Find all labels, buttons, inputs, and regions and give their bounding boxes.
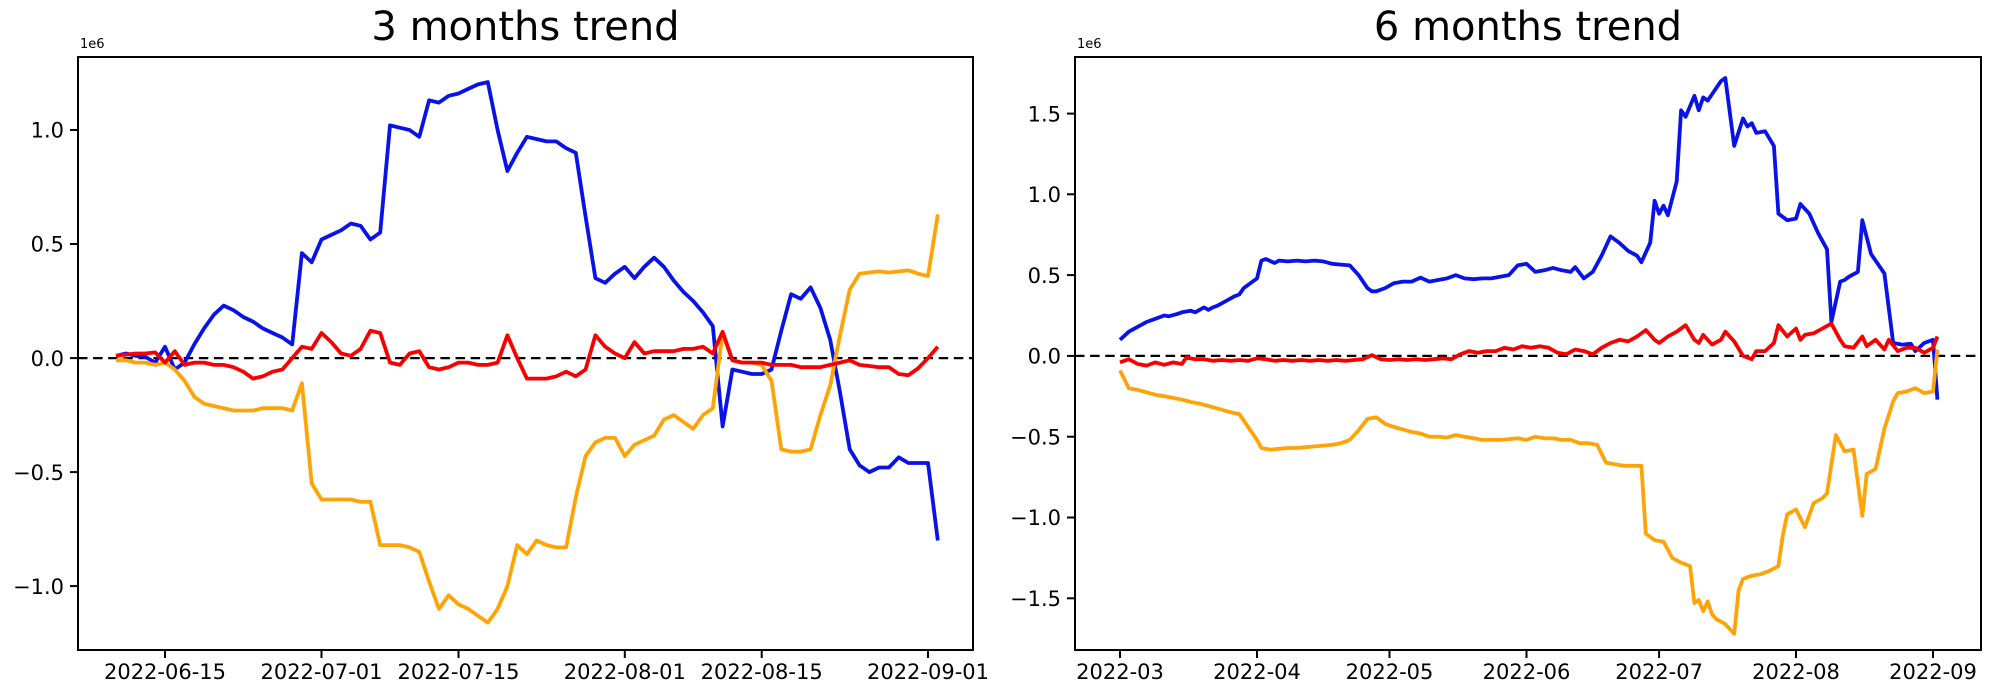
y-tick-label: −0.5 (13, 461, 64, 485)
x-tick-label: 2022-05 (1346, 660, 1434, 684)
chart-title-3-months: 3 months trend (371, 4, 680, 50)
x-tick-label: 2022-09-01 (867, 660, 989, 684)
x-tick-label: 2022-08-01 (564, 660, 686, 684)
y-tick-label: −1.0 (13, 575, 64, 599)
y-tick-label: 0.0 (1028, 345, 1061, 369)
y-tick-label: 0.5 (1028, 264, 1061, 288)
chart-3-months-trend: 3 months trend 1e6 2022-06-15 2022-07-01 2… (13, 6, 989, 684)
y-tick-label: 1.0 (1028, 183, 1061, 207)
series-line-blue (115, 80, 940, 541)
chart-6-months-trend: 6 months trend 1e6 2022-03 2022-04 2022-05… (1010, 6, 1982, 684)
x-tick-label: 2022-08-15 (701, 660, 823, 684)
x-tick-label: 2022-06-15 (104, 660, 226, 684)
x-tick-label: 2022-07 (1615, 660, 1703, 684)
y-axis-offset-label: 1e6 (80, 37, 105, 52)
y-tick-label: 1.0 (31, 119, 64, 143)
axes-frame (1074, 56, 1982, 651)
plot-area-3-months: 2022-06-15 2022-07-01 2022-07-15 2022-08-01… (13, 56, 989, 684)
x-tick-label: 2022-08 (1752, 660, 1840, 684)
x-tick-label: 2022-04 (1213, 660, 1301, 684)
series-line-blue (1118, 76, 1940, 400)
chart-title-6-months: 6 months trend (1373, 4, 1683, 50)
x-tick-label: 2022-09 (1889, 660, 1977, 684)
x-tick-label: 2022-06 (1483, 660, 1571, 684)
plot-area-6-months: 2022-03 2022-04 2022-05 2022-06 2022-07 2022-… (1010, 56, 1982, 684)
x-tick-label: 2022-07-15 (397, 660, 519, 684)
series-line-orange (116, 214, 940, 625)
y-tick-label: −1.0 (1010, 506, 1061, 530)
series-line-red (1119, 321, 1940, 368)
axes-frame (77, 56, 974, 651)
y-tick-label: −1.5 (1010, 587, 1061, 611)
y-tick-label: 1.5 (1028, 102, 1061, 126)
y-axis-offset-label: 1e6 (1077, 37, 1102, 52)
y-tick-label: 0.0 (31, 347, 64, 371)
y-tick-label: −0.5 (1010, 425, 1061, 449)
x-tick-label: 2022-03 (1076, 660, 1164, 684)
series-line-orange (1118, 349, 1940, 636)
x-tick-label: 2022-07-01 (260, 660, 382, 684)
y-tick-label: 0.5 (31, 233, 64, 257)
series-line-red (115, 328, 940, 381)
